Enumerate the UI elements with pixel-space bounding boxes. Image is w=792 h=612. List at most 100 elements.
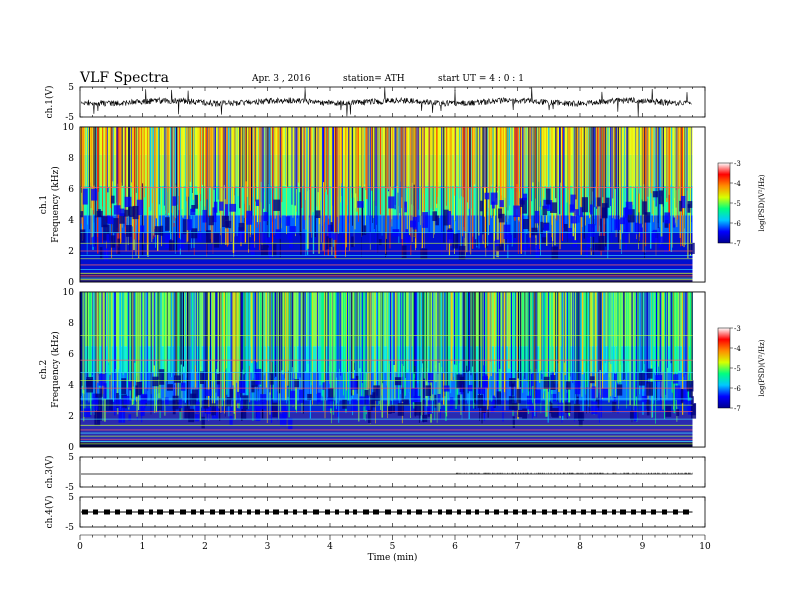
spectrogram-nodata <box>692 127 705 282</box>
spectrogram-patch <box>236 391 240 404</box>
spectrogram-patch <box>534 210 540 224</box>
ch4-pulse <box>363 509 369 515</box>
spectrogram-patch <box>294 379 300 388</box>
ch4-pulse <box>138 509 144 515</box>
ch4-pulse <box>571 509 576 515</box>
channel-label: ch.1 <box>39 195 49 214</box>
spectrogram-patch <box>255 199 260 206</box>
spectrogram-patch <box>638 372 645 386</box>
x-tick-label: 5 <box>390 542 396 552</box>
ch4-pulse <box>93 509 98 515</box>
ch4-pulse <box>313 509 319 515</box>
ch4-pulse <box>169 509 174 515</box>
spectrogram-patch <box>586 237 591 248</box>
spectrogram-patch <box>427 372 433 383</box>
ch4-pulse <box>591 509 596 515</box>
x-tick-label: 8 <box>577 542 583 552</box>
spectrogram-patch <box>499 200 504 208</box>
spectrogram-patch <box>527 237 531 249</box>
spectrogram-patch <box>370 394 373 411</box>
spectrogram-patch <box>526 395 532 405</box>
spectrogram-patch <box>98 373 106 386</box>
spectrogram-patch <box>633 405 638 422</box>
spectrogram-patch <box>658 236 664 248</box>
spectrogram-patch <box>531 373 534 387</box>
spectrogram-patch <box>363 225 367 236</box>
colorbar <box>717 162 731 244</box>
spectrogram-patch <box>517 409 523 418</box>
spectrogram-patch <box>328 387 334 402</box>
spectrogram-patch <box>477 395 484 409</box>
spectrogram-band <box>80 442 705 447</box>
spectrogram-patch <box>680 195 686 209</box>
ch4-pulse <box>200 509 204 515</box>
spectrogram-patch <box>496 243 504 252</box>
spectrogram-patch <box>543 223 549 231</box>
spectrogram-patch <box>579 207 583 218</box>
y-tick-label: -5 <box>65 483 74 493</box>
colorbar-tick-label: -6 <box>734 220 741 228</box>
ch4-pulse <box>273 509 279 515</box>
spectrogram-patch <box>404 201 407 213</box>
y-tick-label: 8 <box>68 154 74 164</box>
x-tick-label: 2 <box>202 542 208 552</box>
spectrogram-patch <box>96 210 103 218</box>
y-axis-label: Frequency (kHz) <box>50 166 61 243</box>
spectrogram-patch <box>251 385 255 393</box>
spectrogram-patch <box>491 201 495 209</box>
ch4-pulse <box>247 509 251 515</box>
spectrogram-patch <box>330 222 333 232</box>
spectrogram-patch <box>199 371 205 384</box>
spectrogram-patch <box>282 403 288 418</box>
spectrogram-patch <box>434 394 437 408</box>
spectrogram-patch <box>676 397 681 407</box>
spectrogram-patch <box>624 233 628 250</box>
ch4-pulse <box>373 509 379 515</box>
spectrogram-patch <box>574 380 581 395</box>
spectrogram-patch <box>552 408 559 418</box>
spectrogram-patch <box>542 205 548 216</box>
spectrogram-patch <box>655 375 663 382</box>
spectrogram-patch <box>679 200 683 212</box>
spectrogram-patch <box>522 197 527 214</box>
spectrogram-patch <box>629 411 637 420</box>
colorbar-tick-label: -4 <box>734 345 741 353</box>
spectrogram-patch <box>640 227 643 240</box>
spectrogram-patch <box>172 196 177 206</box>
spectrogram-patch <box>159 369 165 385</box>
spectrogram-patch <box>457 394 460 405</box>
ch1-spectrogram-image <box>80 127 705 282</box>
spectrogram-patch <box>182 219 187 235</box>
spectrogram-patch <box>542 237 547 244</box>
ch4-pulse <box>428 509 432 515</box>
spectrogram-patch <box>672 217 676 228</box>
spectrogram-patch <box>497 208 503 219</box>
spectrogram-patch <box>160 225 164 236</box>
spectrogram-patch <box>164 397 169 406</box>
spectrogram-patch <box>511 383 514 396</box>
ch4-pulse <box>407 509 411 515</box>
spectrogram-patch <box>482 406 487 413</box>
spectrogram-patch <box>591 386 596 399</box>
spectrogram-patch <box>179 404 182 412</box>
spectrogram-patch <box>508 396 515 410</box>
spectrogram-patch <box>569 204 575 213</box>
x-tick-label: 4 <box>327 542 333 552</box>
spectrogram-patch <box>599 218 603 233</box>
ch4-pulse <box>149 509 153 515</box>
spectrogram-patch <box>686 380 694 392</box>
spectrogram-patch <box>545 188 551 205</box>
spectrogram-patch <box>207 407 210 421</box>
spectrogram-patch <box>575 209 579 216</box>
spectrogram-patch <box>140 400 145 416</box>
spectrogram-patch <box>203 399 209 409</box>
spectrogram-patch <box>80 229 86 243</box>
x-axis-label: Time (min) <box>368 552 418 563</box>
spectrogram-patch <box>143 400 146 409</box>
spectrogram-patch <box>112 218 119 234</box>
spectrogram-patch <box>93 397 99 411</box>
spectrogram-patch <box>452 233 459 249</box>
spectrogram-patch <box>535 244 540 258</box>
ch4-pulse <box>82 509 88 515</box>
y-tick-label: -5 <box>65 523 74 533</box>
